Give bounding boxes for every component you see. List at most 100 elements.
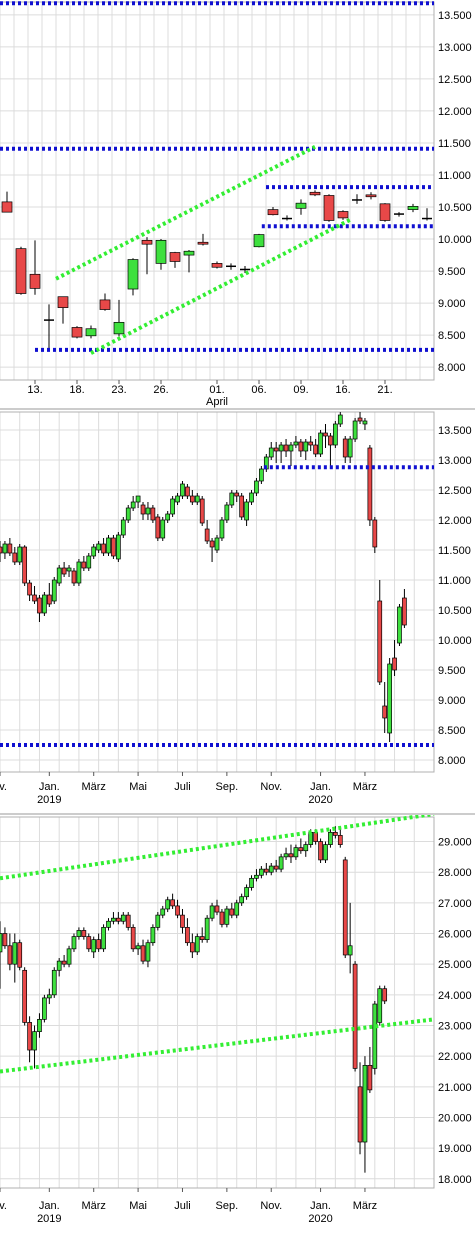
candle: [116, 912, 121, 925]
candle: [229, 490, 235, 508]
candle-body: [160, 908, 166, 916]
candle: [194, 933, 200, 955]
candle: [2, 541, 8, 559]
candle: [273, 859, 279, 873]
y-tick-label: 8.500: [438, 725, 466, 737]
candles: [0, 826, 388, 1173]
y-tick-label: 20.000: [438, 1112, 472, 1124]
candle: [155, 239, 167, 270]
candle: [249, 875, 254, 891]
candle: [61, 954, 67, 968]
x-tick-label: 18.: [69, 384, 84, 396]
candle: [253, 233, 265, 248]
y-tick-label: 8.000: [438, 362, 466, 374]
candle-body: [183, 250, 195, 256]
candle-body: [135, 945, 141, 950]
candle: [56, 565, 62, 586]
x-tick-label: März: [353, 1200, 377, 1212]
candle-body: [76, 561, 82, 584]
candle-body: [7, 543, 13, 554]
candle-body: [234, 492, 240, 497]
candle: [91, 936, 97, 959]
candle-body: [170, 899, 175, 907]
candle: [224, 502, 230, 523]
candle-body: [214, 537, 220, 551]
candle: [226, 263, 236, 270]
candle: [160, 517, 166, 541]
candle-body: [120, 914, 126, 922]
candle-body: [352, 963, 358, 1069]
candle-body: [249, 492, 254, 503]
y-tick-label: 11.000: [438, 575, 471, 587]
candle: [76, 927, 82, 940]
candle: [278, 853, 284, 873]
candle-body: [357, 417, 363, 422]
candle: [71, 568, 77, 586]
candle: [180, 481, 185, 499]
candle-body: [66, 567, 72, 572]
candle: [42, 592, 47, 616]
candle: [288, 442, 294, 466]
candle: [347, 902, 353, 974]
candle-body: [328, 831, 333, 845]
y-tick-label: 19.000: [438, 1143, 472, 1155]
y-tick-label: 26.000: [438, 929, 472, 941]
x-tick-label: Jan.: [310, 1200, 331, 1212]
candle: [229, 902, 235, 919]
green-trend-line: [0, 815, 435, 881]
candle: [12, 547, 18, 565]
candle-body: [175, 905, 180, 916]
candle: [372, 1000, 378, 1075]
candle: [234, 490, 240, 502]
candle: [85, 325, 97, 339]
candle: [1, 191, 13, 213]
candle-body: [377, 988, 383, 1023]
candle: [0, 921, 3, 989]
candle-body: [239, 896, 245, 904]
candle: [278, 442, 284, 463]
candle: [91, 544, 97, 559]
candle: [254, 869, 259, 882]
y-tick-label: 25.000: [438, 959, 472, 971]
candle-body: [293, 847, 299, 858]
candle: [244, 499, 249, 526]
candle: [71, 933, 77, 952]
y-tick-label: 11.500: [438, 545, 471, 557]
candle: [17, 939, 23, 971]
y-tick-label: 9.500: [438, 266, 466, 278]
candle: [170, 893, 175, 909]
y-tick-label: 12.000: [438, 515, 472, 527]
candle-body: [313, 444, 318, 455]
candle-body: [135, 495, 141, 503]
x-tick-label: ov.: [0, 1200, 7, 1212]
candle: [125, 505, 131, 523]
candle-body: [71, 936, 77, 950]
candle-body: [402, 597, 407, 626]
candle: [407, 203, 419, 213]
candle: [377, 580, 383, 685]
candle-body: [66, 948, 72, 965]
candle: [7, 933, 13, 971]
candle: [333, 826, 338, 839]
candle: [392, 640, 397, 676]
candle-body: [96, 543, 101, 551]
x-tick-label: 16.: [335, 384, 350, 396]
y-tick-label: 18.000: [438, 1174, 472, 1186]
candle: [234, 899, 240, 919]
candle: [323, 194, 335, 222]
candle: [180, 908, 185, 934]
candle: [288, 844, 294, 863]
plot-frame: [0, 411, 435, 773]
candles: [0, 412, 407, 742]
candle: [422, 208, 432, 221]
candle: [130, 496, 136, 511]
y-tick-label: 9.500: [438, 665, 466, 677]
candle: [150, 505, 156, 523]
candle-body: [244, 887, 249, 898]
y-tick-label: 23.000: [438, 1020, 472, 1032]
candle-body: [382, 988, 388, 1002]
y-tick-label: 10.000: [438, 635, 472, 647]
candle: [362, 1056, 368, 1173]
candle: [185, 484, 190, 499]
candle-body: [150, 507, 156, 521]
